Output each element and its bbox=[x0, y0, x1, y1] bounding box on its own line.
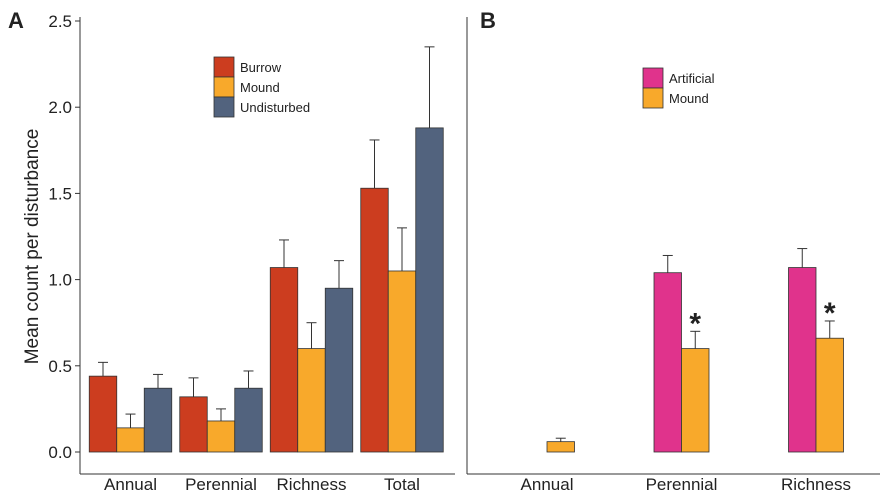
panel-a-ytick-label: 2.5 bbox=[48, 12, 72, 31]
panel-a-legend-swatch-burrow bbox=[213, 56, 235, 78]
panel-b-significance-star-perennial: * bbox=[689, 307, 701, 340]
panel-a-label: A bbox=[8, 8, 24, 33]
panel-a-bar-annual-burrow bbox=[88, 375, 118, 453]
panel-a-bar-perennial-burrow bbox=[179, 396, 208, 453]
panel-a-bar-richness-burrow bbox=[269, 267, 299, 453]
panel-a-y-axis-title: Mean count per disturbance bbox=[22, 129, 43, 365]
panel-a-bar-perennial-mound bbox=[206, 420, 236, 453]
panel-a-ytick-label: 0.0 bbox=[48, 443, 72, 462]
panel-b-xtick-label-perennial: Perennial bbox=[646, 475, 718, 494]
panel-a-bar-richness-mound bbox=[297, 348, 326, 453]
panel-b-xtick-label-richness: Richness bbox=[781, 475, 851, 494]
panel-b-bar-perennial-artificial bbox=[653, 272, 682, 453]
panel-b-bar-perennial-mound bbox=[681, 348, 710, 453]
panel-b-bar-richness-mound bbox=[815, 337, 844, 453]
panel-b-bar-richness-artificial bbox=[788, 267, 817, 453]
panel-b-label: B bbox=[480, 8, 496, 33]
panel-a-xtick-label-annual: Annual bbox=[104, 475, 157, 494]
panel-b-significance-star-richness: * bbox=[824, 297, 836, 330]
panel-b-legend-label-artificial: Artificial bbox=[669, 71, 715, 86]
panel-a-xtick-label-richness: Richness bbox=[277, 475, 347, 494]
panel-a-legend-label-mound: Mound bbox=[240, 80, 280, 95]
panel-b-legend-swatch-artificial bbox=[642, 67, 664, 89]
panel-b-legend-label-mound: Mound bbox=[669, 91, 709, 106]
panel-a-legend-label-undisturbed: Undisturbed bbox=[240, 100, 310, 115]
panel-a-ytick-label: 1.0 bbox=[48, 271, 72, 290]
panel-b-xtick-label-annual: Annual bbox=[521, 475, 574, 494]
panel-a-bar-richness-undisturbed bbox=[324, 287, 354, 453]
panel-a-bar-total-mound bbox=[387, 270, 417, 453]
panel-a-ytick-label: 0.5 bbox=[48, 357, 72, 376]
panel-a-legend-label-burrow: Burrow bbox=[240, 60, 282, 75]
panel-b-legend-swatch-mound bbox=[642, 87, 664, 109]
panel-a-bar-total-undisturbed bbox=[415, 127, 444, 453]
panel-a-bar-annual-undisturbed bbox=[143, 387, 173, 453]
panel-a-ytick-label: 1.5 bbox=[48, 184, 72, 203]
panel-a-xtick-label-perennial: Perennial bbox=[185, 475, 257, 494]
panel-a-bar-annual-mound bbox=[116, 427, 145, 453]
panel-a-xtick-label-total: Total bbox=[384, 475, 420, 494]
panel-a-legend-swatch-mound bbox=[213, 76, 235, 98]
panel-a-bar-total-burrow bbox=[360, 187, 389, 453]
panel-b-bar-annual-mound bbox=[546, 441, 575, 453]
panel-a-ytick-label: 2.0 bbox=[48, 98, 72, 117]
panel-a-legend-swatch-undisturbed bbox=[213, 96, 235, 118]
panel-a-bar-perennial-undisturbed bbox=[234, 387, 263, 453]
